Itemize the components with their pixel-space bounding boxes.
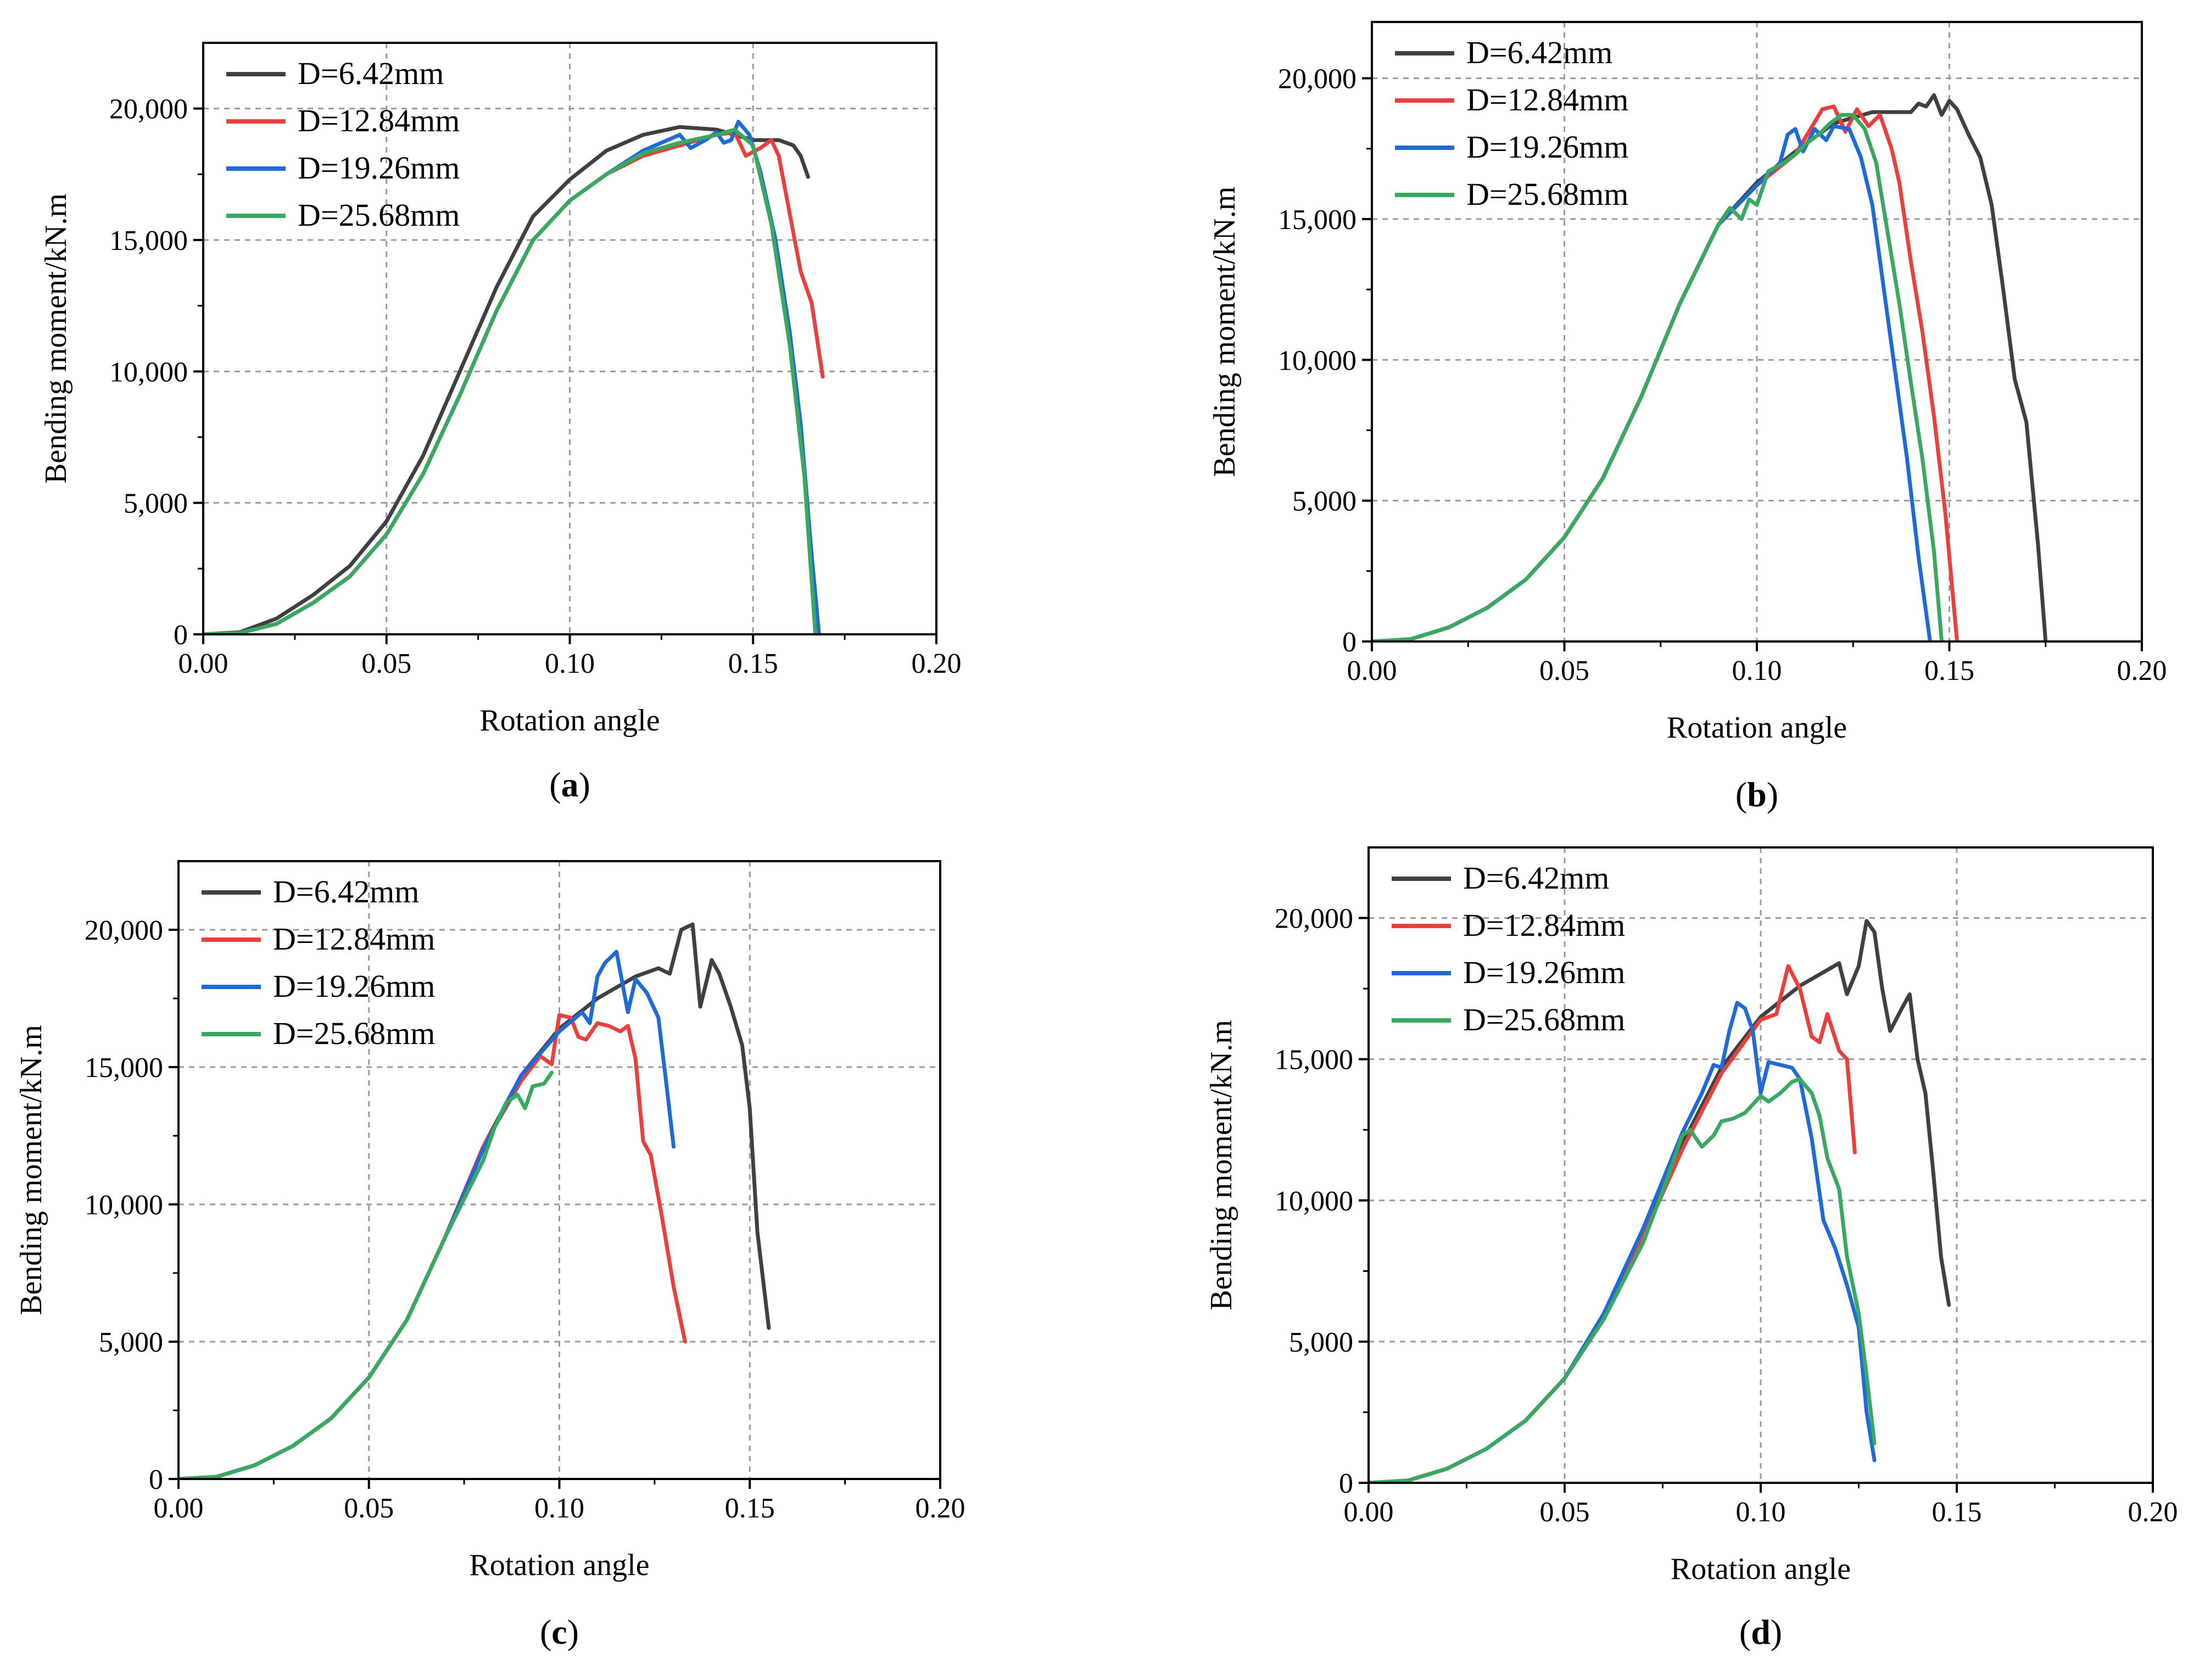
x-tick-label: 0.00	[1347, 655, 1397, 686]
series-line-D=6.42mm	[178, 922, 771, 1479]
y-tick-label: 10,000	[109, 356, 188, 388]
y-tick-label: 5,000	[99, 1327, 163, 1358]
series-line-D=6.42mm	[203, 125, 810, 634]
x-axis-title: Rotation angle	[479, 704, 660, 738]
x-tick-label: 0.05	[344, 1493, 394, 1524]
x-tick-label: 0.10	[1732, 655, 1782, 686]
series-line-D=25.68mm	[1369, 1077, 1877, 1483]
chart-panel-c: 0.00 0.05 0.10 0.15 0.20 0 5,000 10,000 15,000 20…	[14, 860, 965, 1651]
y-tick-label: 15,000	[1278, 204, 1357, 236]
x-tick-label: 0.05	[1539, 655, 1589, 686]
legend-label: D=12.84mm	[1463, 907, 1625, 943]
x-tick-label: 0.20	[2117, 655, 2167, 686]
x-tick-label: 0.00	[154, 1493, 204, 1524]
x-tick-label: 0.00	[1344, 1497, 1394, 1528]
legend-label: D=25.68mm	[1463, 1002, 1625, 1037]
legend: D=6.42mm D=12.84mm D=19.26mm D=25.68mm	[226, 55, 460, 233]
series-group	[1372, 93, 2048, 641]
x-tick-label: 0.20	[2128, 1497, 2178, 1528]
y-axis-title: Bending moment/kN.m	[1204, 1020, 1238, 1310]
y-tick-label: 15,000	[1275, 1045, 1353, 1076]
x-tick-label: 0.00	[178, 648, 228, 679]
series-line-D=12.84mm	[1369, 964, 1857, 1483]
y-tick-label: 10,000	[85, 1190, 163, 1221]
legend-label: D=12.84mm	[1466, 82, 1628, 118]
series-line-D=19.26mm	[203, 120, 821, 634]
chart-panel-b: 0.00 0.05 0.10 0.15 0.20 0 5,000 10,000 15,000 20…	[1208, 21, 2167, 814]
y-tick-label: 0	[149, 1464, 163, 1495]
x-axis-title: Rotation angle	[1671, 1552, 1851, 1586]
legend-label: D=6.42mm	[273, 874, 419, 909]
y-tick-label: 5,000	[124, 488, 188, 520]
x-tick-label: 0.15	[1924, 655, 1974, 686]
chart-panel-d: 0.00 0.05 0.10 0.15 0.20 0 5,000 10,000 15,000 20…	[1204, 846, 2178, 1651]
y-tick-label: 0	[174, 619, 188, 651]
x-tick-label: 0.10	[534, 1493, 584, 1524]
x-axis-title: Rotation angle	[1667, 711, 1847, 745]
x-tick-label: 0.15	[728, 648, 778, 679]
series-line-D=25.68mm	[203, 127, 818, 634]
y-tick-label: 0	[1342, 627, 1357, 658]
legend-label: D=19.26mm	[298, 150, 460, 186]
series-line-D=12.84mm	[203, 130, 825, 634]
x-tick-label: 0.05	[361, 648, 411, 679]
chart-panel-a: 0.00 0.05 0.10 0.15 0.20 0 5,000 10,000 15,000 20…	[39, 42, 962, 804]
series-line-D=19.26mm	[1369, 1001, 1877, 1483]
y-tick-label: 20,000	[1275, 903, 1353, 935]
series-line-D=12.84mm	[178, 1013, 687, 1479]
y-tick-label: 20,000	[109, 94, 188, 125]
y-tick-label: 10,000	[1278, 345, 1357, 376]
y-tick-label: 15,000	[85, 1052, 163, 1084]
legend-label: D=25.68mm	[1466, 176, 1628, 212]
series-group	[1369, 919, 1951, 1483]
legend-label: D=12.84mm	[273, 921, 435, 957]
x-tick-label: 0.10	[1736, 1497, 1786, 1528]
legend-label: D=25.68mm	[273, 1015, 435, 1051]
panel-caption: (b)	[1735, 775, 1778, 814]
y-axis-title: Bending moment/kN.m	[39, 193, 73, 484]
x-tick-label: 0.15	[1932, 1497, 1982, 1528]
legend: D=6.42mm D=12.84mm D=19.26mm D=25.68mm	[1395, 35, 1628, 212]
y-tick-label: 10,000	[1275, 1186, 1353, 1217]
x-tick-label: 0.10	[545, 648, 595, 679]
legend-label: D=12.84mm	[298, 103, 460, 138]
series-group	[203, 120, 825, 634]
legend-label: D=19.26mm	[273, 968, 435, 1004]
y-tick-label: 5,000	[1289, 1327, 1353, 1358]
y-tick-label: 20,000	[85, 915, 163, 946]
panel-caption: (c)	[540, 1612, 579, 1651]
series-group	[178, 922, 771, 1479]
series-line-D=19.26mm	[1372, 124, 1932, 641]
legend: D=6.42mm D=12.84mm D=19.26mm D=25.68mm	[1392, 860, 1625, 1037]
legend-label: D=6.42mm	[1466, 35, 1612, 70]
y-tick-label: 20,000	[1278, 64, 1357, 95]
x-axis-title: Rotation angle	[469, 1548, 649, 1582]
legend-label: D=6.42mm	[298, 55, 444, 91]
y-axis-title: Bending moment/kN.m	[14, 1025, 48, 1315]
x-tick-label: 0.20	[912, 648, 962, 679]
series-line-D=25.68mm	[1372, 113, 1944, 641]
panel-caption: (d)	[1739, 1612, 1782, 1651]
x-tick-label: 0.15	[725, 1493, 775, 1524]
legend-label: D=19.26mm	[1466, 129, 1628, 165]
legend-label: D=6.42mm	[1463, 860, 1609, 896]
legend: D=6.42mm D=12.84mm D=19.26mm D=25.68mm	[202, 874, 435, 1051]
x-tick-label: 0.20	[916, 1493, 965, 1524]
panel-caption: (a)	[549, 765, 590, 804]
y-axis-title: Bending moment/kN.m	[1208, 187, 1242, 477]
series-line-D=25.68mm	[178, 1070, 554, 1479]
legend-label: D=25.68mm	[298, 197, 460, 233]
y-tick-label: 15,000	[109, 225, 188, 256]
legend-label: D=19.26mm	[1463, 955, 1625, 990]
y-tick-label: 0	[1339, 1468, 1353, 1499]
x-tick-label: 0.05	[1540, 1497, 1590, 1528]
y-tick-label: 5,000	[1292, 486, 1357, 517]
